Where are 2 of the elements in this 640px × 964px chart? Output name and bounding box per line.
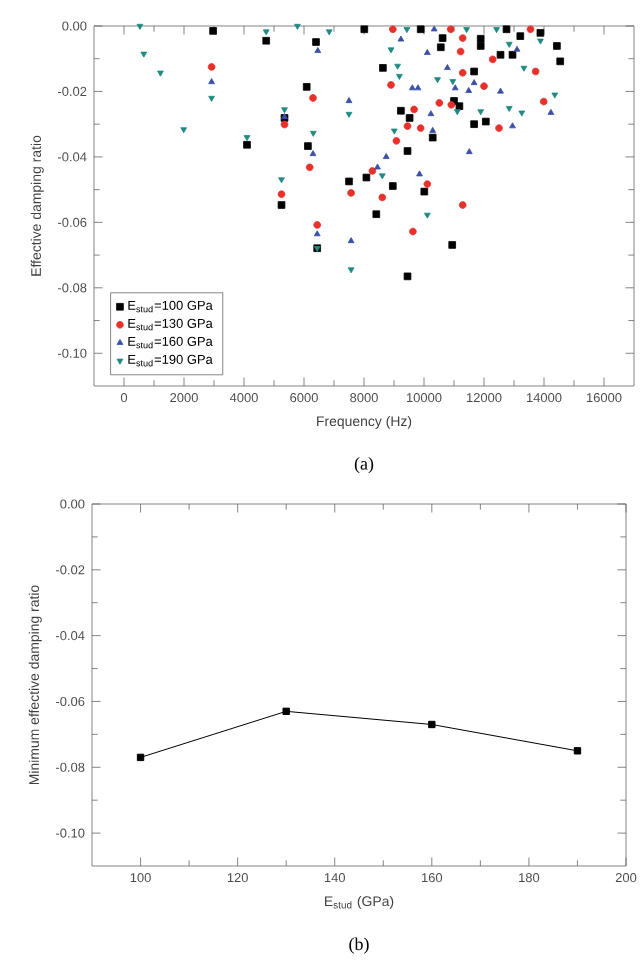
text: (a) <box>354 457 374 474</box>
text: (b) <box>349 937 369 954</box>
